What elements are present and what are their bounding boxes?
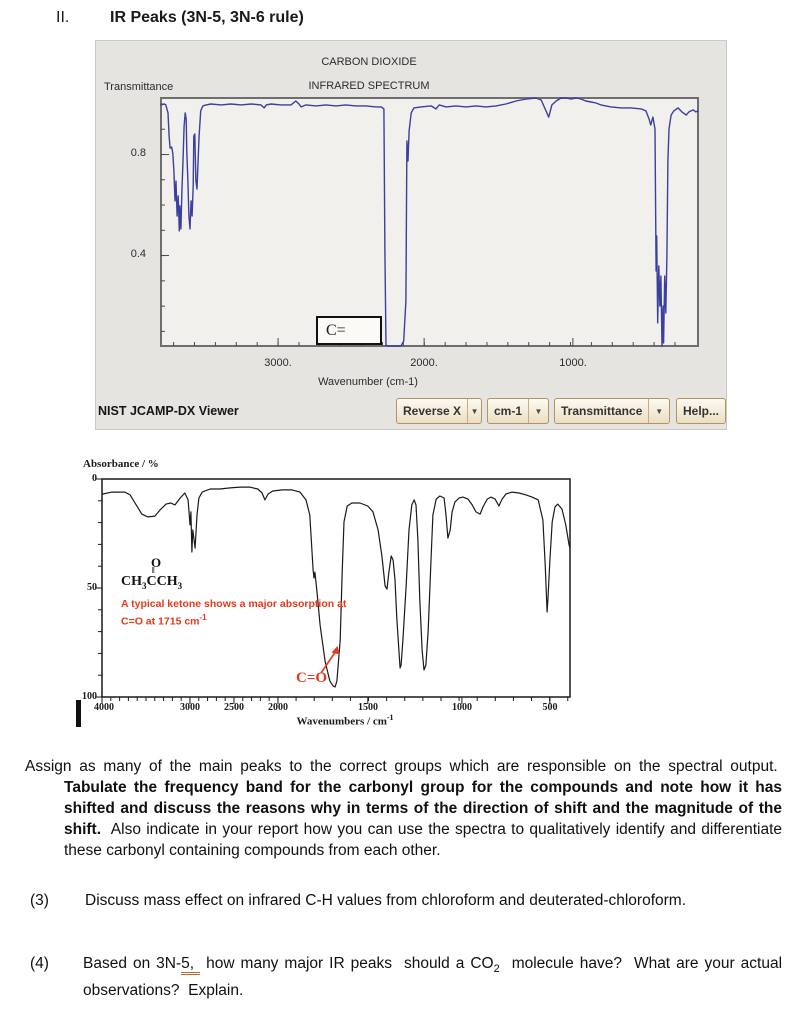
item-text-post: molecule have? What are your actual obse… <box>83 955 783 1000</box>
question-item-4: (4) Based on 3N-5, how many major IR pea… <box>25 953 782 1001</box>
y-axis-label: Transmittance <box>104 81 174 93</box>
x-tick-500: 500 <box>542 702 558 713</box>
section-title: IR Peaks (3N-5, 3N-6 rule) <box>110 9 304 26</box>
ketone-note-line2: C=O at 1715 cm-1 <box>121 613 207 628</box>
x-tick-2000: 2000. <box>410 357 438 369</box>
reverse-x-dropdown[interactable]: Reverse X ▼ <box>396 398 482 424</box>
annotation-box-c-equals: C= <box>316 316 382 345</box>
y-tick-100: 100 <box>82 691 97 702</box>
spectrum-title-line2: INFRARED SPECTRUM <box>308 80 430 92</box>
x-axis-label: Wavenumber (cm-1) <box>318 376 418 388</box>
co2-plot <box>160 97 699 347</box>
mode-dropdown[interactable]: Transmittance ▼ <box>554 398 670 424</box>
paragraph-bold: Tabulate the frequency band for the carb… <box>64 779 782 838</box>
paragraph-normal-1: Assign as many of the main peaks to the … <box>25 758 782 775</box>
co2-subscript: 2 <box>493 963 500 976</box>
y-tick-0.4: 0.4 <box>130 248 146 260</box>
formula-oxygen: O <box>151 555 162 570</box>
item-number: (3) <box>30 892 49 909</box>
section-number: II. <box>56 9 70 26</box>
x-tick-1500: 1500 <box>358 702 378 713</box>
ketone-note: A typical ketone shows a major absorptio… <box>121 598 346 629</box>
item-text: Discuss mass effect on infrared C-H valu… <box>85 892 687 909</box>
y-tick-0.8: 0.8 <box>130 147 146 159</box>
carbonyl-peak-label: C=O <box>296 670 328 686</box>
double-bond-symbol: ‖ <box>152 566 154 575</box>
x-tick-3000: 3000. <box>264 357 292 369</box>
x-tick-1000: 1000 <box>452 702 472 713</box>
x-tick-3000: 3000 <box>180 702 200 713</box>
acetone-figure: Absorbance / % 0 50 100 4000 3000 2500 2… <box>75 452 610 737</box>
item-text-mid: how many major IR peaks should a CO <box>200 955 494 972</box>
units-dropdown[interactable]: cm-1 ▼ <box>487 398 549 424</box>
help-button[interactable]: Help... <box>676 398 726 424</box>
paragraph-normal-2: Also indicate in your report how you can… <box>64 821 782 859</box>
x-tick-1000: 1000. <box>559 357 587 369</box>
chevron-down-icon[interactable]: ▼ <box>467 399 481 423</box>
carbonyl-arrow-icon <box>320 646 340 674</box>
item-text-pre: Based on 3N- <box>83 955 182 972</box>
mode-value: Transmittance <box>561 404 643 418</box>
x-tick-4000: 4000 <box>94 702 114 713</box>
underlined-edit: 5, <box>181 955 201 975</box>
x-axis-label: Wavenumbers / cm-1 <box>296 713 394 728</box>
x-tick-2000: 2000 <box>268 702 288 713</box>
y-tick-0: 0 <box>92 473 97 484</box>
units-value: cm-1 <box>494 404 523 418</box>
text-cursor <box>76 700 81 727</box>
formula-chain: CH3CCH3 <box>121 574 183 591</box>
nist-viewer-panel: CARBON DIOXIDE INFRARED SPECTRUM Transmi… <box>95 40 727 430</box>
chevron-down-icon[interactable]: ▼ <box>648 399 669 423</box>
y-axis-label: Absorbance / % <box>83 458 159 470</box>
spectrum-title-line1: CARBON DIOXIDE <box>321 56 417 68</box>
assignment-paragraph: Assign as many of the main peaks to the … <box>25 756 782 861</box>
ketone-note-line1: A typical ketone shows a major absorptio… <box>121 598 347 610</box>
item-number: (4) <box>30 955 49 972</box>
reverse-x-value: Reverse X <box>403 404 462 418</box>
app-label: NIST JCAMP-DX Viewer <box>98 404 239 418</box>
chevron-down-icon[interactable]: ▼ <box>528 399 548 423</box>
x-tick-2500: 2500 <box>224 702 244 713</box>
acetone-plot <box>95 478 571 704</box>
y-tick-50: 50 <box>87 582 97 593</box>
question-item-3: (3) Discuss mass effect on infrared C-H … <box>25 890 782 911</box>
